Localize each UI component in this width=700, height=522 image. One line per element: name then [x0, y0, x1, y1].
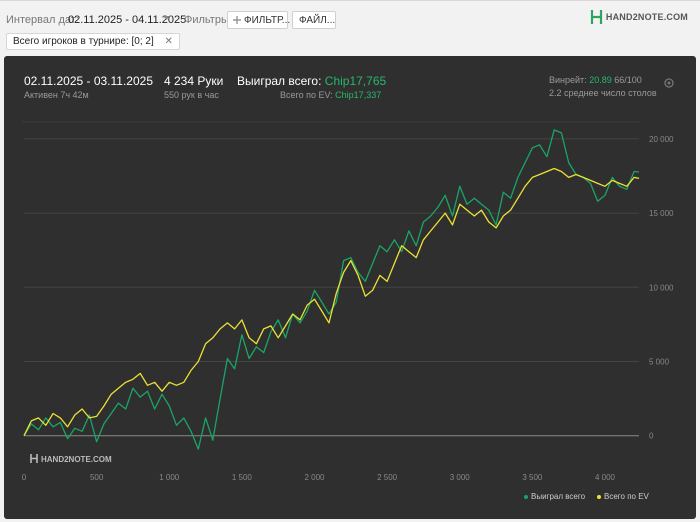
winrate-label: Винрейт: [549, 75, 587, 85]
hand2note-logo: HAND2NOTE.COM [590, 10, 688, 24]
file-button[interactable]: ФАЙЛ... [292, 11, 336, 29]
y-tick-label: 20 000 [649, 135, 674, 144]
series-line-won [23, 129, 640, 450]
toolbar: Интервал дат: 02.11.2025 - 04.11.2025 Фи… [0, 0, 700, 54]
x-tick-label: 3 000 [450, 473, 471, 482]
x-tick-label: 4 000 [595, 473, 616, 482]
x-tick-label: 1 000 [159, 473, 180, 482]
legend-won-swatch [524, 494, 528, 499]
x-tick-label: 500 [90, 473, 104, 482]
legend-ev[interactable]: Всего по EV [597, 492, 649, 501]
won-total-value: Chip17,765 [324, 74, 387, 88]
date-range-picker[interactable]: 02.11.2025 - 04.11.2025 [68, 14, 187, 26]
add-filter-button[interactable]: ФИЛЬТР... [227, 11, 291, 29]
x-tick-label: 3 500 [522, 473, 543, 482]
hands-per-hour: 550 рук в час [164, 90, 219, 100]
file-button-label: ФАЙЛ... [299, 15, 336, 26]
winnings-chart: 0 5 000 10 000 15 000 20 000 0 500 1 000 1 500 2 … [22, 121, 674, 482]
legend-ev-swatch [597, 494, 601, 499]
winrate: Винрейт: 20.89 66/100 [549, 75, 642, 85]
plus-icon [233, 16, 241, 24]
legend-won-label: Выиграл всего [531, 492, 586, 501]
watermark-text: HAND2NOTE.COM [41, 455, 112, 464]
won-total-label: Выиграл всего: [237, 74, 322, 88]
filters-label: Фильтры: [184, 14, 232, 26]
filter-chip-label: Всего игроков в турнире: [0; 2] [13, 36, 154, 47]
filter-button-label: ФИЛЬТР... [244, 15, 291, 26]
watermark: HAND2NOTE.COM [30, 454, 112, 464]
ev-total: Всего по EV: Chip17,337 [280, 90, 381, 100]
filter-chip[interactable]: Всего игроков в турнире: [0; 2] ✕ [6, 33, 180, 50]
logo-text: HAND2NOTE.COM [605, 12, 688, 22]
ev-total-label: Всего по EV: [280, 90, 333, 100]
hands-count: 4 234 Руки [164, 74, 224, 88]
active-time: Активен 7ч 42м [24, 90, 89, 100]
winrate-value: 20.89 [589, 75, 612, 85]
session-date-range: 02.11.2025 - 03.11.2025 [24, 74, 153, 88]
legend-ev-label: Всего по EV [604, 492, 649, 501]
series-line-ev [23, 167, 640, 436]
date-range-label: Интервал дат: [6, 14, 79, 26]
y-tick-label: 15 000 [649, 209, 674, 218]
y-tick-label: 0 [649, 432, 654, 441]
x-tick-label: 1 500 [232, 473, 253, 482]
x-tick-label: 2 000 [304, 473, 325, 482]
h-logo-icon [590, 10, 602, 24]
x-tick-label: 2 500 [377, 473, 398, 482]
gear-icon[interactable] [662, 76, 676, 90]
ev-total-value: Chip17,337 [335, 90, 382, 100]
winrate-suffix: 66/100 [614, 75, 642, 85]
watermark-logo-icon [30, 454, 38, 463]
won-total: Выиграл всего: Chip17,765 [237, 74, 386, 88]
avg-tables: 2.2 среднее число столов [549, 88, 657, 98]
legend-won[interactable]: Выиграл всего [524, 492, 585, 501]
x-tick-label: 0 [22, 473, 27, 482]
close-icon[interactable]: ✕ [164, 36, 173, 47]
y-tick-label: 10 000 [649, 283, 674, 292]
y-tick-label: 5 000 [649, 358, 670, 367]
chevron-down-icon[interactable] [163, 16, 170, 21]
graph-panel: 02.11.2025 - 03.11.2025 Активен 7ч 42м 4… [4, 56, 696, 519]
